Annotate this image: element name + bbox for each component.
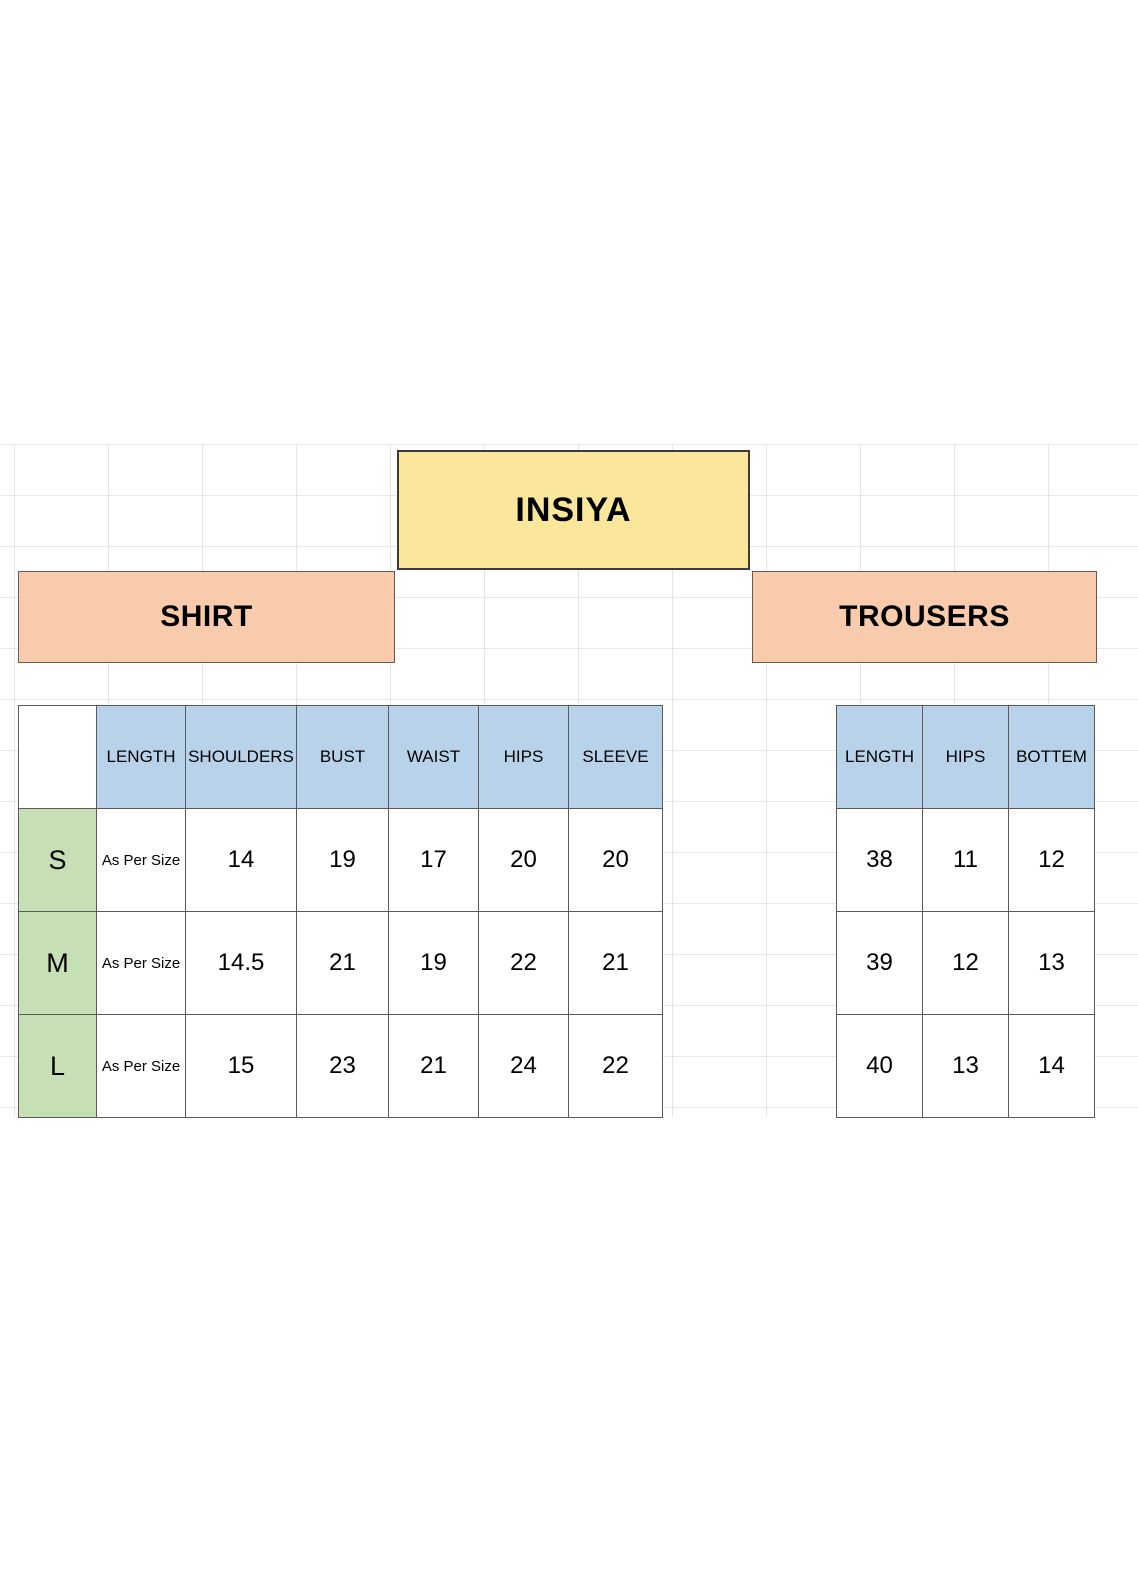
trousers-cell-s-hips: 11 [922,808,1009,912]
trousers-cell-l-length: 40 [836,1014,923,1118]
shirt-cell-s-bust: 19 [296,808,389,912]
shirt-size-label-m: M [18,911,97,1015]
shirt-header-hips: HIPS [478,705,569,809]
shirt-header-row: LENGTH SHOULDERS BUST WAIST HIPS SLEEVE [18,705,663,809]
shirt-header-shoulders: SHOULDERS [185,705,297,809]
section-band-trousers-label: TROUSERS [839,600,1010,633]
shirt-cell-l-sleeve: 22 [568,1014,663,1118]
trousers-header-hips: HIPS [922,705,1009,809]
shirt-size-label-l: L [18,1014,97,1118]
shirt-cell-l-length: As Per Size [96,1014,186,1118]
trousers-header-row: LENGTH HIPS BOTTEM [836,705,1095,809]
trousers-cell-s-bottem: 12 [1008,808,1095,912]
shirt-cell-s-waist: 17 [388,808,479,912]
shirt-cell-l-waist: 21 [388,1014,479,1118]
trousers-cell-l-hips: 13 [922,1014,1009,1118]
shirt-cell-l-shoulders: 15 [185,1014,297,1118]
shirt-cell-m-waist: 19 [388,911,479,1015]
section-band-trousers: TROUSERS [752,571,1097,663]
brand-title-cell: INSIYA [397,450,750,570]
shirt-header-bust: BUST [296,705,389,809]
section-band-shirt: SHIRT [18,571,395,663]
shirt-cell-s-length: As Per Size [96,808,186,912]
shirt-corner-cell [18,705,97,809]
section-band-shirt-label: SHIRT [160,600,253,633]
shirt-header-waist: WAIST [388,705,479,809]
shirt-cell-m-hips: 22 [478,911,569,1015]
shirt-header-sleeve: SLEEVE [568,705,663,809]
table-row: 39 12 13 [836,911,1095,1015]
shirt-cell-s-shoulders: 14 [185,808,297,912]
shirt-cell-s-sleeve: 20 [568,808,663,912]
shirt-cell-m-length: As Per Size [96,911,186,1015]
shirt-cell-m-bust: 21 [296,911,389,1015]
table-row: 40 13 14 [836,1014,1095,1118]
table-row: S As Per Size 14 19 17 20 20 [18,808,663,912]
trousers-header-length: LENGTH [836,705,923,809]
table-row: L As Per Size 15 23 21 24 22 [18,1014,663,1118]
trousers-cell-m-bottem: 13 [1008,911,1095,1015]
trousers-cell-m-hips: 12 [922,911,1009,1015]
trousers-cell-s-length: 38 [836,808,923,912]
shirt-size-table: LENGTH SHOULDERS BUST WAIST HIPS SLEEVE … [18,705,663,1118]
shirt-cell-l-bust: 23 [296,1014,389,1118]
trousers-size-table: LENGTH HIPS BOTTEM 38 11 12 39 12 13 40 … [836,705,1095,1118]
trousers-cell-m-length: 39 [836,911,923,1015]
shirt-header-length: LENGTH [96,705,186,809]
trousers-cell-l-bottem: 14 [1008,1014,1095,1118]
shirt-size-label-s: S [18,808,97,912]
shirt-cell-s-hips: 20 [478,808,569,912]
shirt-cell-m-sleeve: 21 [568,911,663,1015]
table-row: 38 11 12 [836,808,1095,912]
shirt-cell-m-shoulders: 14.5 [185,911,297,1015]
shirt-cell-l-hips: 24 [478,1014,569,1118]
table-row: M As Per Size 14.5 21 19 22 21 [18,911,663,1015]
trousers-header-bottem: BOTTEM [1008,705,1095,809]
brand-title-text: INSIYA [515,490,632,529]
